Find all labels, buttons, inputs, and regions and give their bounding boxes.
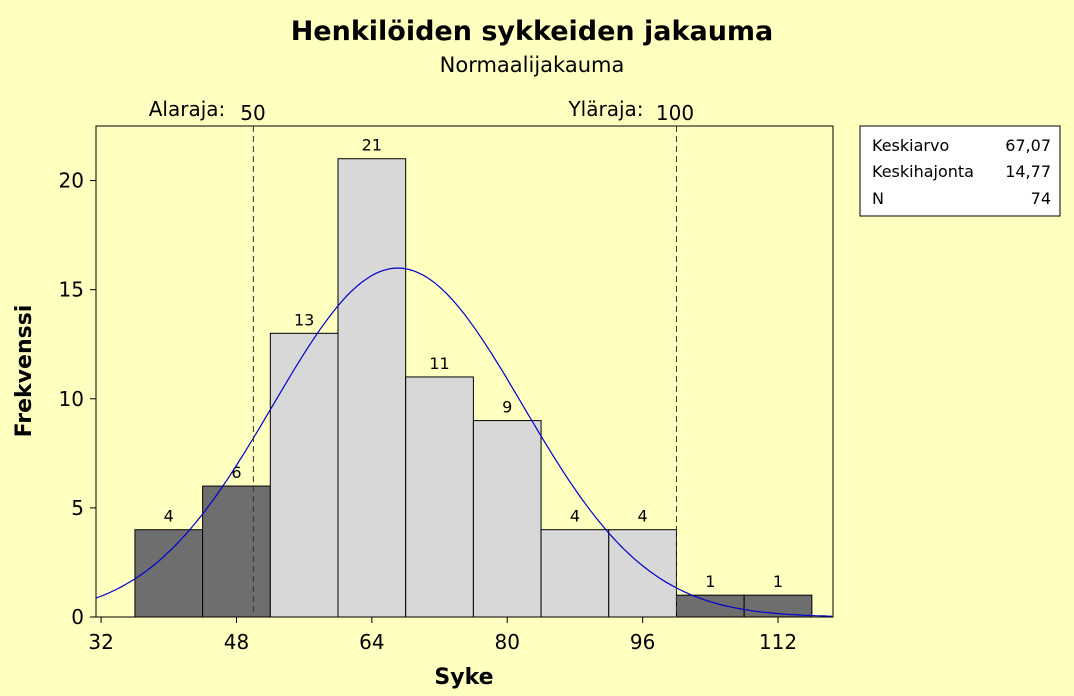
x-tick-label: 96 (630, 630, 655, 654)
bar-value-label: 4 (638, 507, 648, 526)
upper-limit-value: 100 (656, 101, 694, 125)
chart-subtitle: Normaalijakauma (440, 53, 625, 77)
x-tick-label: 80 (495, 630, 520, 654)
x-tick-label: 64 (359, 630, 384, 654)
bar-value-label: 9 (502, 398, 512, 417)
bar-value-label: 1 (773, 572, 783, 591)
lower-limit-value: 50 (240, 101, 265, 125)
y-tick-label: 0 (71, 605, 84, 629)
stat-label-mean: Keskiarvo (872, 136, 949, 155)
stat-value-n: 74 (1031, 189, 1051, 208)
y-tick-label: 15 (59, 278, 84, 302)
normal-curve (95, 267, 833, 617)
y-tick-label: 5 (71, 496, 84, 520)
bar-value-label: 1 (705, 572, 715, 591)
histogram-bar (337, 158, 407, 618)
histogram-bar (675, 594, 745, 618)
bar-value-label: 6 (231, 463, 241, 482)
bar-value-label: 4 (164, 507, 174, 526)
y-axis-title: Frekvenssi (12, 305, 37, 438)
histogram-bar (269, 332, 339, 618)
histogram-bar (472, 420, 542, 618)
lower-limit-label: Alaraja: (149, 97, 226, 121)
y-axis-ticks: 0 5 10 15 20 (59, 169, 96, 629)
stats-box-frame (859, 125, 1061, 217)
x-tick-label: 32 (88, 630, 113, 654)
stat-label-sd: Keskihajonta (872, 162, 974, 181)
bar-value-label: 11 (429, 354, 449, 373)
stat-value-mean: 67,07 (1005, 136, 1051, 155)
x-axis-ticks: 32 48 64 80 96 112 (88, 617, 797, 654)
histogram-bar (608, 529, 677, 618)
bars (134, 158, 813, 618)
stat-value-sd: 14,77 (1005, 162, 1051, 181)
upper-limit-label: Yläraja: (567, 97, 643, 121)
histogram-bar (540, 529, 610, 618)
bar-value-label: 13 (294, 310, 314, 329)
y-tick-label: 20 (59, 169, 84, 193)
bar-value-label: 21 (362, 136, 382, 155)
y-tick-label: 10 (59, 387, 84, 411)
x-axis-title: Syke (434, 665, 493, 690)
bar-value-label: 4 (570, 507, 580, 526)
stats-box: Keskiarvo 67,07 Keskihajonta 14,77 N 74 (859, 125, 1061, 217)
x-tick-label: 112 (759, 630, 797, 654)
spec-limit-lines (252, 126, 677, 617)
histogram-bar (134, 529, 204, 618)
stat-label-n: N (872, 189, 884, 208)
histogram-bar (202, 485, 271, 618)
histogram-bar (405, 376, 474, 618)
chart-title: Henkilöiden sykkeiden jakauma (291, 16, 774, 47)
x-tick-label: 48 (224, 630, 249, 654)
